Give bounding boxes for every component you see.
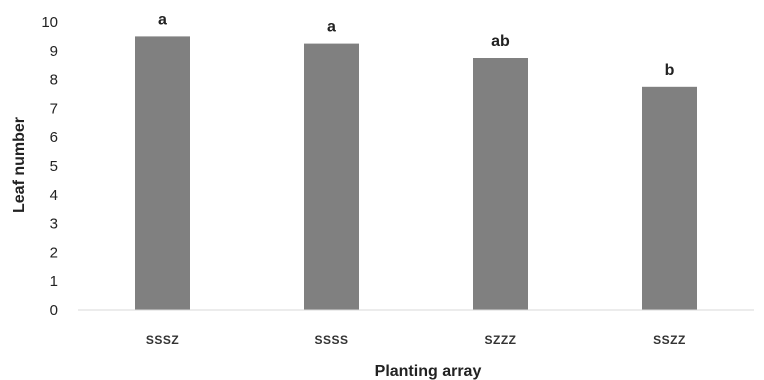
x-tick-label: SZZZ	[485, 333, 517, 347]
y-tick-label: 6	[50, 129, 58, 146]
x-tick-label: SSSS	[314, 333, 348, 347]
y-tick-label: 8	[50, 72, 58, 89]
x-axis-ticks: SSSZ SSSS SZZZ SSZZ	[146, 333, 686, 347]
bar-data-label: ab	[491, 33, 510, 50]
y-tick-label: 1	[50, 273, 58, 290]
data-labels: a a ab b	[158, 11, 675, 78]
y-tick-label: 4	[50, 187, 58, 204]
x-tick-label: SSZZ	[653, 333, 686, 347]
y-tick-label: 0	[50, 302, 58, 319]
bar-data-label: a	[158, 11, 167, 28]
y-tick-label: 3	[50, 216, 58, 233]
y-tick-label: 10	[41, 14, 58, 31]
bar-szzz	[473, 58, 528, 310]
y-tick-label: 2	[50, 244, 58, 261]
y-tick-label: 5	[50, 158, 58, 175]
bar-data-label: b	[665, 62, 675, 79]
bars	[135, 36, 697, 310]
y-tick-label: 9	[50, 43, 58, 60]
bar-ssss	[304, 44, 359, 310]
y-axis-ticks: 0 1 2 3 4 5 6 7 8 9 10	[41, 14, 58, 319]
bar-sszz	[642, 87, 697, 310]
x-tick-label: SSSZ	[146, 333, 179, 347]
x-axis-title: Planting array	[375, 363, 482, 380]
y-tick-label: 7	[50, 100, 58, 117]
bar-data-label: a	[327, 19, 336, 36]
bar-sssz	[135, 36, 190, 310]
y-axis-title: Leaf number	[11, 117, 28, 213]
